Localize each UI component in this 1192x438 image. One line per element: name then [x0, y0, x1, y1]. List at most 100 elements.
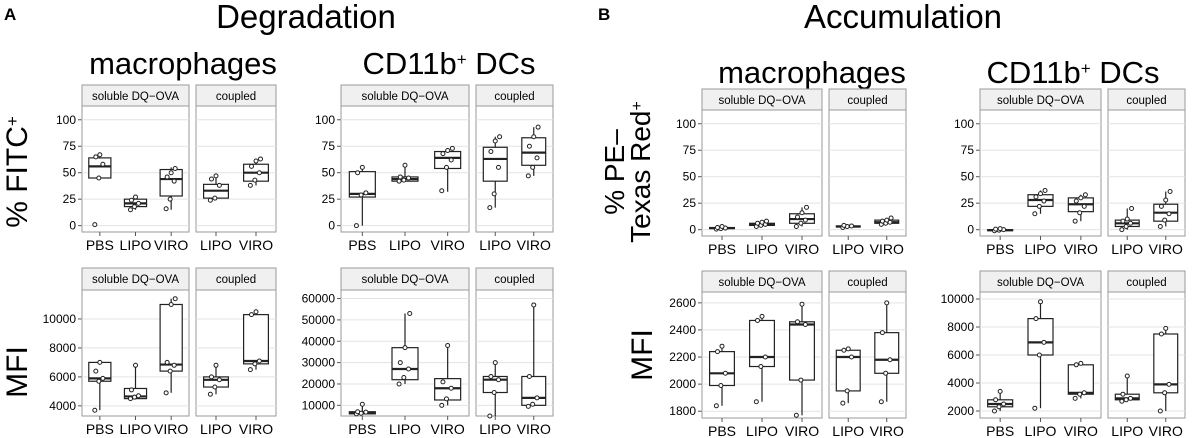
data-point: [92, 222, 98, 228]
data-point: [759, 313, 765, 319]
y-tick-label: 2000: [947, 404, 974, 418]
box-lipo: LIPO: [746, 313, 778, 438]
box-lipo: LIPO: [832, 346, 864, 438]
facet-coupled: coupled LIPO VIRO: [195, 84, 277, 253]
data-point: [996, 404, 1002, 410]
data-point: [496, 164, 502, 170]
data-point: [131, 394, 137, 400]
box-viro: VIRO: [870, 300, 904, 438]
data-point: [496, 377, 502, 383]
box-viro: VIRO: [785, 301, 819, 438]
y-tick-label: 75: [63, 139, 77, 153]
data-point: [993, 397, 999, 403]
data-point: [526, 373, 532, 379]
data-point: [355, 170, 361, 176]
data-point: [128, 387, 134, 393]
data-point: [172, 165, 178, 171]
data-point: [100, 375, 106, 381]
data-point: [492, 360, 498, 366]
data-point: [1081, 390, 1087, 396]
data-point: [714, 225, 720, 231]
data-point: [1038, 191, 1043, 197]
data-point: [1158, 331, 1164, 337]
data-point: [799, 301, 805, 307]
data-point: [993, 226, 999, 232]
x-tick-label: PBS: [86, 421, 114, 437]
facet-coupled: coupled LIPO VIRO: [828, 270, 907, 438]
x-tick-label: LIPO: [1025, 241, 1057, 257]
data-point: [172, 296, 178, 302]
box-lipo: LIPO: [832, 222, 864, 257]
data-point: [167, 196, 173, 202]
data-point: [355, 409, 361, 415]
data-point: [168, 301, 174, 307]
data-point: [793, 223, 799, 229]
data-point: [794, 214, 800, 220]
data-point: [1077, 391, 1083, 397]
data-point: [253, 309, 259, 315]
data-point: [449, 145, 455, 151]
data-point: [844, 388, 850, 394]
x-tick-label: LIPO: [832, 423, 864, 438]
box-lipo: LIPO: [120, 194, 152, 253]
data-point: [406, 366, 412, 372]
data-point: [798, 377, 804, 383]
box-lipo: LIPO: [200, 362, 232, 437]
x-tick-label: VIRO: [785, 241, 819, 257]
box-viro: VIRO: [431, 343, 465, 437]
data-point: [888, 215, 894, 221]
y-tick-label: 2000: [669, 377, 696, 391]
facet-strip-label: soluble DQ−OVA: [92, 91, 179, 103]
data-point: [718, 382, 724, 388]
panel-a-title: Degradation: [216, 0, 396, 35]
data-point: [1163, 325, 1169, 331]
data-point: [1038, 299, 1043, 305]
box-viro: VIRO: [239, 309, 273, 437]
data-point: [213, 173, 219, 179]
x-tick-label: LIPO: [200, 237, 232, 253]
box-iqr: [1067, 364, 1094, 395]
box-viro: VIRO: [239, 156, 273, 253]
data-point: [171, 362, 177, 368]
box-lipo: LIPO: [1025, 187, 1057, 257]
data-point: [714, 349, 720, 355]
data-point: [525, 173, 531, 179]
data-point: [840, 400, 846, 406]
data-point: [531, 302, 537, 308]
data-point: [131, 204, 137, 210]
data-point: [793, 412, 799, 418]
data-point: [794, 319, 800, 325]
data-point: [133, 194, 138, 200]
y-tick-label: 75: [961, 143, 975, 157]
box-viro: VIRO: [1064, 192, 1098, 257]
box-pbs: PBS: [86, 359, 114, 437]
data-point: [133, 362, 138, 368]
panel-b-letter: B: [598, 5, 610, 24]
data-point: [247, 367, 253, 373]
box-pbs: PBS: [348, 164, 376, 253]
ylabel-a-bottom: MFI: [1, 346, 34, 398]
data-point: [252, 177, 258, 183]
box-viro: VIRO: [870, 215, 904, 257]
y-tick-label: 25: [683, 196, 697, 210]
data-point: [136, 393, 142, 399]
data-point: [1166, 381, 1172, 387]
data-point: [1073, 362, 1079, 368]
facet-soluble: soluble DQ−OVA PBS LIPO VIRO: [340, 267, 470, 437]
data-point: [213, 362, 219, 368]
y-tick-label: 100: [954, 117, 974, 131]
ylabel-b-bottom: MFI: [626, 329, 659, 381]
x-tick-label: VIRO: [1149, 423, 1183, 438]
data-point: [93, 154, 99, 160]
x-tick-label: VIRO: [1149, 241, 1183, 257]
box-iqr: [521, 375, 547, 406]
data-point: [363, 190, 369, 196]
x-tick-label: VIRO: [517, 421, 551, 437]
data-point: [1119, 398, 1125, 404]
data-point: [353, 223, 359, 229]
data-point: [359, 164, 365, 170]
data-point: [884, 217, 890, 223]
x-tick-label: LIPO: [1111, 423, 1143, 438]
box-viro: VIRO: [517, 302, 551, 437]
